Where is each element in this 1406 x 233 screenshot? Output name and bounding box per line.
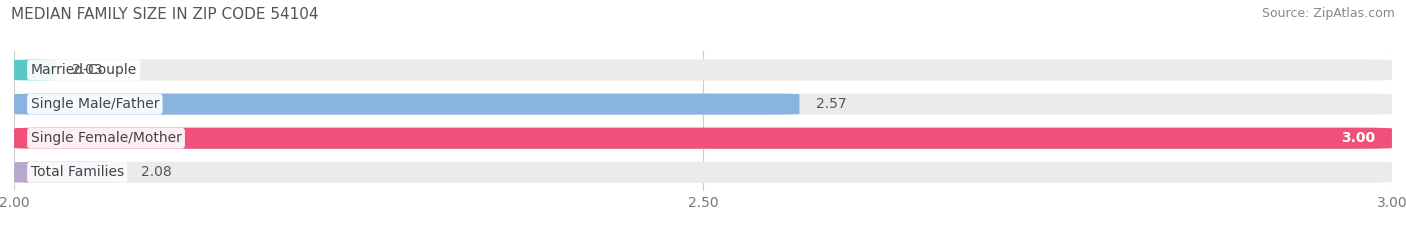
FancyBboxPatch shape	[14, 59, 1392, 81]
FancyBboxPatch shape	[14, 93, 800, 115]
FancyBboxPatch shape	[14, 162, 124, 183]
Text: MEDIAN FAMILY SIZE IN ZIP CODE 54104: MEDIAN FAMILY SIZE IN ZIP CODE 54104	[11, 7, 319, 22]
FancyBboxPatch shape	[14, 128, 1392, 149]
FancyBboxPatch shape	[14, 162, 1392, 183]
FancyBboxPatch shape	[14, 93, 1392, 115]
FancyBboxPatch shape	[14, 59, 55, 81]
Text: 2.03: 2.03	[72, 63, 103, 77]
Text: Total Families: Total Families	[31, 165, 124, 179]
Text: Married-Couple: Married-Couple	[31, 63, 136, 77]
Text: Source: ZipAtlas.com: Source: ZipAtlas.com	[1261, 7, 1395, 20]
Text: 2.08: 2.08	[141, 165, 172, 179]
Text: Single Female/Mother: Single Female/Mother	[31, 131, 181, 145]
Text: Single Male/Father: Single Male/Father	[31, 97, 159, 111]
FancyBboxPatch shape	[14, 128, 1392, 149]
Text: 2.57: 2.57	[815, 97, 846, 111]
Text: 3.00: 3.00	[1341, 131, 1375, 145]
